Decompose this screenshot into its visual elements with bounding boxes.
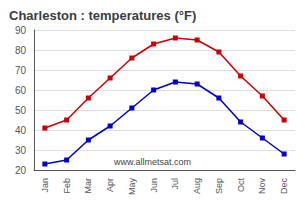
svg-text:Jan: Jan (40, 178, 50, 193)
svg-text:Charleston : temperatures (°F): Charleston : temperatures (°F) (9, 8, 196, 23)
svg-text:Nov: Nov (257, 178, 267, 195)
svg-text:Apr: Apr (105, 178, 115, 192)
svg-text:50: 50 (15, 105, 27, 116)
svg-text:Sep: Sep (214, 178, 224, 194)
svg-text:80: 80 (15, 45, 27, 56)
svg-text:May: May (127, 178, 137, 196)
svg-text:90: 90 (15, 25, 27, 36)
svg-text:Oct: Oct (236, 178, 246, 193)
svg-text:40: 40 (15, 125, 27, 136)
svg-text:60: 60 (15, 85, 27, 96)
svg-text:www.allmetsat.com: www.allmetsat.com (113, 157, 191, 167)
svg-text:30: 30 (15, 145, 27, 156)
svg-text:70: 70 (15, 65, 27, 76)
svg-text:Dec: Dec (279, 178, 289, 195)
svg-text:Jun: Jun (149, 178, 159, 193)
svg-text:Aug: Aug (192, 178, 202, 194)
svg-text:Jul: Jul (170, 178, 180, 190)
svg-text:Mar: Mar (83, 178, 93, 194)
svg-text:Feb: Feb (62, 178, 72, 194)
svg-text:20: 20 (15, 165, 27, 176)
